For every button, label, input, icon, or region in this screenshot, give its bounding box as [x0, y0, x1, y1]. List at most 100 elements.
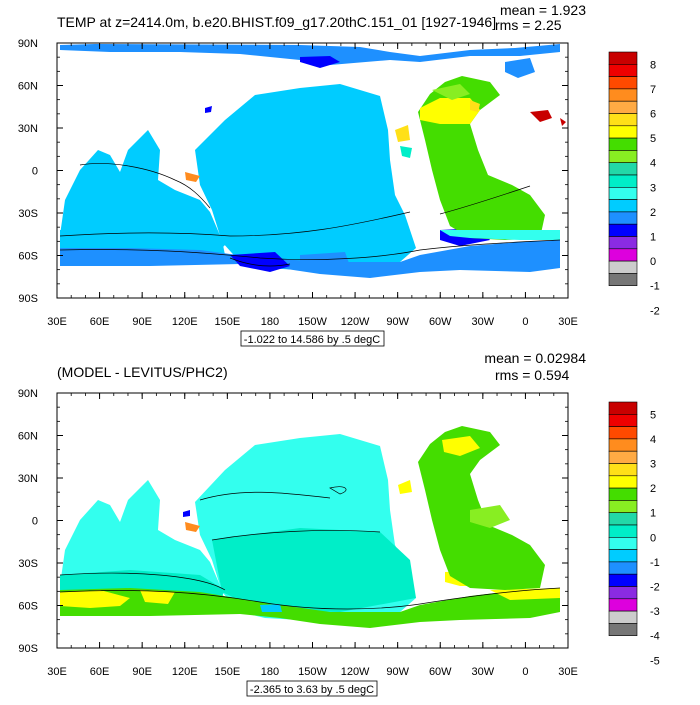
- lon-label: 120E: [172, 666, 198, 678]
- colorbar-label: 3: [650, 182, 656, 194]
- panel-1-range-box: [240, 330, 385, 347]
- colorbar-swatch: [608, 64, 638, 77]
- colorbar-label: -1: [650, 557, 660, 569]
- colorbar-label: -3: [650, 606, 660, 618]
- lat-label: 90N: [18, 388, 38, 400]
- lon-label: 180: [261, 666, 279, 678]
- panel-2-rms: rms = 0.594: [495, 367, 570, 383]
- colorbar-swatch: [608, 413, 638, 427]
- colorbar-swatch: [608, 549, 638, 563]
- lon-label: 60E: [90, 666, 110, 678]
- lat-label: 0: [32, 166, 38, 178]
- colorbar-label: 8: [650, 59, 656, 71]
- panel-2: (MODEL - LEVITUS/PHC2) mean = 0.02984 rm…: [18, 350, 660, 697]
- panel-1-title: TEMP at z=2414.0m, b.e20.BHIST.f09_g17.2…: [57, 14, 496, 30]
- colorbar-swatch: [608, 450, 638, 464]
- panel-1-mean: mean = 1.923: [500, 2, 586, 18]
- colorbar-swatch: [608, 598, 638, 612]
- panel-1-map: [57, 43, 568, 298]
- lat-label: 90S: [18, 643, 38, 655]
- colorbar-swatch: [608, 463, 638, 477]
- panel-2-lat-labels: 90N 60N 30N 0 30S 60S 90S: [18, 388, 38, 655]
- panel-1: TEMP at z=2414.0m, b.e20.BHIST.f09_g17.2…: [18, 2, 660, 347]
- lat-label: 30N: [18, 123, 38, 135]
- lon-label: 120W: [341, 666, 370, 678]
- lon-label: 90W: [386, 666, 409, 678]
- panel-2-title: (MODEL - LEVITUS/PHC2): [57, 364, 228, 380]
- panel-2-lon-labels: 30E 60E 90E 120E 150E 180 150W 120W 90W 60W 30W 0 30…: [47, 666, 578, 678]
- colorbar-swatch: [608, 100, 638, 114]
- panel-1-ticks: [56, 42, 569, 299]
- lon-label: 180: [261, 316, 279, 328]
- lat-label: 30S: [18, 558, 38, 570]
- panel-2-colorbar: 5 4 3 2 1 0 -1 -2 -3 -4 -5: [608, 401, 660, 667]
- colorbar-swatch: [608, 187, 638, 200]
- lat-label: 90N: [18, 38, 38, 50]
- colorbar-swatch: [608, 573, 638, 587]
- lon-label: 30W: [472, 666, 495, 678]
- lon-label: 30E: [47, 666, 67, 678]
- panel-2-ticks: [56, 392, 569, 649]
- colorbar-swatch: [608, 76, 638, 90]
- colorbar-swatch: [608, 199, 638, 213]
- colorbar-swatch: [608, 211, 638, 225]
- lon-label: 150E: [214, 666, 240, 678]
- colorbar-swatch: [608, 248, 638, 262]
- colorbar-label: 5: [650, 133, 656, 145]
- lon-label: 150W: [298, 666, 327, 678]
- colorbar-swatch: [608, 500, 638, 513]
- lat-label: 60N: [18, 431, 38, 443]
- lon-label: 60W: [429, 316, 452, 328]
- colorbar-label: 0: [650, 256, 656, 268]
- colorbar-swatch: [608, 260, 638, 274]
- colorbar-label: 1: [650, 232, 656, 244]
- colorbar-swatch: [608, 610, 638, 624]
- colorbar-label: 6: [650, 109, 656, 121]
- colorbar-label: 3: [650, 459, 656, 471]
- lon-label: 120E: [172, 316, 198, 328]
- colorbar-swatch: [608, 512, 638, 526]
- lon-label: 30E: [558, 316, 578, 328]
- lon-label: 150W: [298, 316, 327, 328]
- lat-label: 90S: [18, 293, 38, 305]
- colorbar-swatch: [608, 88, 638, 102]
- colorbar-swatch: [608, 487, 638, 501]
- colorbar-label: 2: [650, 483, 656, 495]
- colorbar-swatch: [608, 586, 638, 600]
- lat-label: 60S: [18, 601, 38, 613]
- panel-2-range: -2.365 to 3.63 by .5 degC: [250, 684, 374, 696]
- colorbar-swatch: [608, 438, 638, 452]
- panel-1-rms: rms = 2.25: [495, 17, 562, 33]
- panel-1-range: -1.022 to 14.586 by .5 degC: [244, 334, 380, 346]
- colorbar-swatch: [608, 137, 638, 151]
- lon-label: 90E: [132, 666, 152, 678]
- colorbar-label: 0: [650, 532, 656, 544]
- colorbar-label: -4: [650, 631, 660, 643]
- lon-label: 150E: [214, 316, 240, 328]
- colorbar-swatch: [608, 223, 638, 237]
- lat-label: 60S: [18, 251, 38, 263]
- lon-label: 30E: [47, 316, 67, 328]
- colorbar-swatch: [608, 561, 638, 575]
- panel-1-lon-labels: 30E 60E 90E 120E 150E 180 150W 120W 90W 60W 30W 0 30…: [47, 316, 578, 328]
- lon-label: 90W: [386, 316, 409, 328]
- panel-1-colorbar: 8 7 6 5 4 3 2 1 0 -1 -2: [608, 51, 660, 317]
- colorbar-swatch: [608, 273, 638, 286]
- colorbar-label: 4: [650, 434, 656, 446]
- lon-label: 60E: [90, 316, 110, 328]
- colorbar-swatch: [608, 113, 638, 127]
- colorbar-swatch: [608, 150, 638, 163]
- colorbar-label: 5: [650, 409, 656, 421]
- colorbar-label: -1: [650, 281, 660, 293]
- colorbar-swatch: [608, 162, 638, 176]
- colorbar-label: 4: [650, 158, 656, 170]
- colorbar-label: -2: [650, 582, 660, 594]
- panel-1-lat-labels: 90N 60N 30N 0 30S 60S 90S: [18, 38, 38, 305]
- colorbar-swatch: [608, 51, 638, 65]
- colorbar-swatch: [608, 125, 638, 139]
- lon-label: 90E: [132, 316, 152, 328]
- colorbar-swatch: [608, 524, 638, 538]
- colorbar-swatch: [608, 401, 638, 415]
- lon-label: 60W: [429, 666, 452, 678]
